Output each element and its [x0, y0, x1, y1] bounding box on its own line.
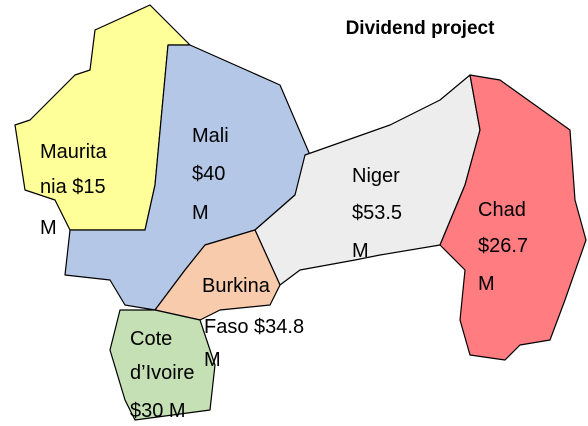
- region-chad: [439, 74, 587, 361]
- region-label: Cote: [130, 328, 172, 350]
- region-label: Burkina: [202, 275, 271, 297]
- region-label: Mali: [192, 125, 229, 147]
- region-label: M: [352, 240, 369, 262]
- region-cote-divoire: [109, 309, 216, 421]
- region-label: Maurita: [40, 141, 108, 163]
- region-label: Faso $34.8: [204, 316, 304, 338]
- region-label: M: [192, 202, 209, 224]
- region-label: $53.5: [352, 202, 402, 224]
- region-label: M: [40, 217, 57, 239]
- region-label: $30 M: [130, 400, 186, 422]
- region-label: M: [478, 273, 495, 295]
- region-label: M: [204, 349, 221, 371]
- title: Dividend project: [346, 18, 496, 39]
- region-label: $40: [192, 163, 225, 185]
- region-label: d’Ivoire: [130, 362, 194, 384]
- region-label: Niger: [352, 165, 400, 187]
- region-label: $26.7: [478, 235, 528, 257]
- region-label: Chad: [478, 199, 526, 221]
- region-label: nia $15: [40, 176, 106, 198]
